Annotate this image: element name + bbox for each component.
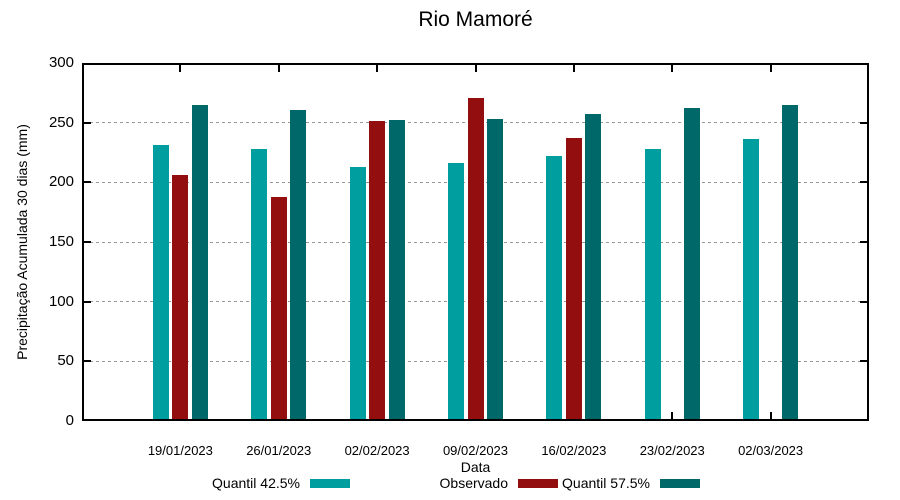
bar (270, 196, 287, 419)
bar (487, 119, 503, 419)
x-tick-mark-top (179, 65, 182, 72)
legend-item: Observado (440, 475, 558, 491)
x-tick-mark-top (376, 65, 379, 72)
x-tick-label: 02/03/2023 (738, 443, 804, 458)
bar (448, 163, 464, 419)
y-tick-mark-left (84, 360, 91, 363)
x-tick-label: 02/02/2023 (344, 443, 410, 458)
x-tick-label: 09/02/2023 (442, 443, 509, 458)
y-tick-mark-right (860, 360, 867, 363)
legend-swatch (310, 478, 350, 488)
y-tick-mark-left (84, 241, 91, 243)
bar (743, 139, 760, 419)
y-tick-label: 100 (48, 292, 74, 310)
bar (251, 148, 268, 419)
y-tick-mark-right (860, 241, 867, 243)
x-tick-mark-top (671, 65, 674, 72)
y-tick-label: 150 (48, 233, 74, 250)
x-tick-mark-top (474, 65, 477, 72)
y-tick-label: 300 (48, 54, 74, 71)
y-tick-label: 50 (57, 352, 74, 370)
y-tick-mark-right (860, 181, 867, 184)
bar (191, 104, 208, 419)
bar (585, 114, 602, 419)
y-tick-mark-right (860, 300, 867, 303)
bar (152, 145, 169, 419)
bar (782, 104, 799, 419)
bar (546, 156, 563, 419)
legend-label: Quantil 57.5% (562, 475, 650, 491)
x-tick-label: 26/01/2023 (246, 443, 312, 458)
y-tick-label: 0 (65, 412, 74, 429)
x-tick-mark-bottom (671, 412, 674, 419)
y-tick-label: 200 (48, 173, 74, 191)
legend-item: Quantil 42.5% (212, 475, 350, 491)
plot-area-border (82, 63, 869, 421)
x-tick-mark-top (769, 65, 772, 72)
y-tick-mark-left (84, 300, 91, 303)
x-tick-label: 19/01/2023 (147, 443, 213, 458)
bar (565, 138, 582, 419)
bar (369, 121, 386, 419)
bar (290, 109, 307, 419)
bar (683, 108, 700, 419)
y-tick-mark-left (84, 121, 91, 124)
y-tick-mark-left (84, 181, 91, 184)
x-tick-mark-top (277, 65, 280, 72)
x-axis-label: Data (460, 459, 491, 475)
bar (349, 166, 366, 419)
x-tick-mark-bottom (769, 412, 772, 419)
bar (644, 148, 661, 419)
x-tick-mark-top (572, 65, 575, 72)
y-tick-mark-right (860, 121, 867, 124)
x-tick-label: 16/02/2023 (541, 443, 607, 458)
x-tick-label: 23/02/2023 (639, 443, 705, 458)
bar (388, 120, 405, 419)
bar (172, 175, 189, 419)
legend-swatch (660, 478, 700, 488)
bar (467, 97, 484, 419)
chart-title: Rio Mamoré (418, 8, 533, 31)
legend-label: Observado (439, 475, 508, 491)
legend-item: Quantil 57.5% (562, 475, 700, 491)
legend-label: Quantil 42.5% (212, 475, 300, 491)
legend-swatch (518, 478, 558, 488)
y-tick-label: 250 (48, 113, 74, 131)
